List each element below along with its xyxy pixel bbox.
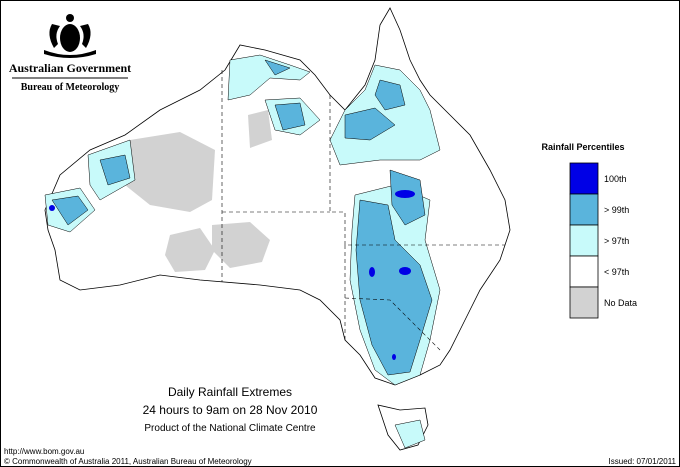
legend-label: > 97th xyxy=(604,236,629,246)
legend-label: < 97th xyxy=(604,267,629,277)
caption-period: 24 hours to 9am on 28 Nov 2010 xyxy=(143,403,318,417)
legend-swatch xyxy=(569,255,599,288)
caption-title: Daily Rainfall Extremes xyxy=(168,385,292,399)
government-name: Australian Government xyxy=(9,61,131,75)
footer-issued: Issued: 07/01/2011 xyxy=(609,457,677,466)
crest xyxy=(44,14,96,58)
legend: 100th > 99th > 97th < 97th No Data xyxy=(569,162,637,319)
footer-copyright: © Commonwealth of Australia 2011, Austra… xyxy=(4,457,252,466)
caption-product: Product of the National Climate Centre xyxy=(144,423,316,434)
footer-url: http://www.bom.gov.au xyxy=(4,447,84,456)
legend-title: Rainfall Percentiles xyxy=(541,142,624,152)
legend-label: > 99th xyxy=(604,205,629,215)
agency-name: Bureau of Meteorology xyxy=(21,82,120,93)
100th-areas xyxy=(49,190,415,360)
legend-label: No Data xyxy=(604,298,637,308)
no-data-areas xyxy=(125,110,272,272)
legend-swatch xyxy=(569,286,599,319)
legend-swatch xyxy=(569,162,599,195)
legend-label: 100th xyxy=(604,174,627,184)
state-borders xyxy=(221,70,505,351)
legend-swatch xyxy=(569,193,599,226)
legend-swatch xyxy=(569,224,599,257)
